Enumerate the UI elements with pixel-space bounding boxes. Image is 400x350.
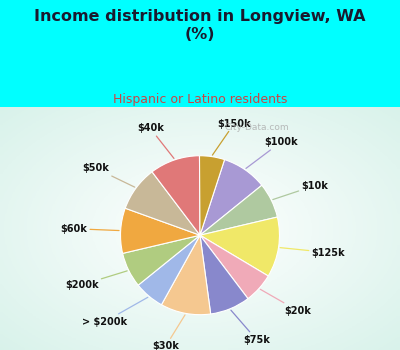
Text: $125k: $125k <box>280 247 345 258</box>
Text: > $200k: > $200k <box>82 297 148 327</box>
Wedge shape <box>152 156 200 235</box>
Text: $200k: $200k <box>65 271 127 290</box>
Wedge shape <box>200 217 280 276</box>
Text: $50k: $50k <box>82 163 135 187</box>
Text: $30k: $30k <box>152 315 185 350</box>
Wedge shape <box>138 235 200 305</box>
Text: $150k: $150k <box>212 119 251 155</box>
Text: Hispanic or Latino residents: Hispanic or Latino residents <box>113 93 287 106</box>
Text: $40k: $40k <box>137 123 174 159</box>
Wedge shape <box>200 156 224 235</box>
Wedge shape <box>200 160 262 235</box>
Text: $20k: $20k <box>260 289 311 316</box>
Wedge shape <box>125 172 200 235</box>
Text: Income distribution in Longview, WA
(%): Income distribution in Longview, WA (%) <box>34 9 366 42</box>
Wedge shape <box>200 185 277 235</box>
Wedge shape <box>120 208 200 253</box>
Wedge shape <box>123 235 200 285</box>
Text: $60k: $60k <box>60 224 119 234</box>
Wedge shape <box>162 235 211 315</box>
Text: $100k: $100k <box>246 137 298 168</box>
Wedge shape <box>200 235 268 299</box>
Text: City-Data.com: City-Data.com <box>225 124 290 132</box>
Wedge shape <box>200 235 248 314</box>
Text: $10k: $10k <box>273 181 328 199</box>
Text: $75k: $75k <box>231 310 270 344</box>
